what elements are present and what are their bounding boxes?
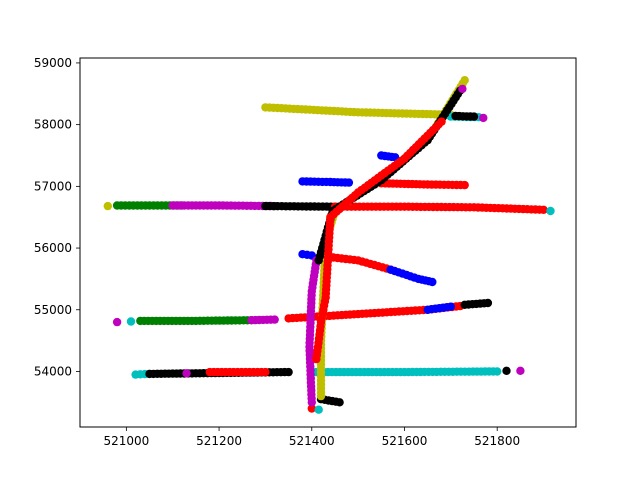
data-point xyxy=(458,84,467,94)
data-point xyxy=(516,366,525,375)
x-tick-label: 521200 xyxy=(196,434,242,448)
series-15 xyxy=(386,265,437,287)
data-point xyxy=(539,205,548,214)
data-point xyxy=(460,180,469,190)
data-point xyxy=(314,405,323,414)
series-16 xyxy=(112,317,122,327)
series-7 xyxy=(103,201,113,211)
series-22 xyxy=(460,298,493,309)
data-point xyxy=(284,367,293,377)
y-tick-label: 56000 xyxy=(34,241,72,255)
series-31 xyxy=(307,404,316,413)
data-point xyxy=(446,302,455,311)
series-18 xyxy=(136,316,256,326)
series-37 xyxy=(458,84,467,94)
y-axis: 54000 55000 56000 57000 58000 59000 xyxy=(34,56,80,378)
series-26 xyxy=(182,369,191,378)
x-axis: 521000 521200 521400 521600 521800 xyxy=(103,427,520,448)
axes-frame xyxy=(79,57,577,428)
data-point xyxy=(493,367,502,376)
y-tick-label: 59000 xyxy=(34,56,72,70)
data-point xyxy=(428,277,437,287)
series-12 xyxy=(546,206,555,216)
data-point xyxy=(546,206,555,216)
series-28 xyxy=(502,366,511,375)
y-tick-label: 55000 xyxy=(34,303,72,317)
data-point xyxy=(437,117,446,126)
series-36 xyxy=(312,117,446,364)
series-27 xyxy=(307,367,502,377)
series-10 xyxy=(261,201,340,211)
data-point xyxy=(307,404,316,413)
series-25 xyxy=(205,367,270,377)
series-2 xyxy=(451,111,479,121)
y-tick-label: 58000 xyxy=(34,118,72,132)
x-tick-label: 521600 xyxy=(382,434,428,448)
data-point xyxy=(112,317,122,327)
y-tick-label: 54000 xyxy=(34,364,72,378)
series-29 xyxy=(516,366,525,375)
data-point xyxy=(335,398,344,407)
series-5 xyxy=(298,177,354,187)
data-point xyxy=(103,201,113,211)
series-19 xyxy=(247,315,279,325)
x-tick-label: 521800 xyxy=(474,434,520,448)
data-point xyxy=(270,315,279,324)
series-0 xyxy=(261,103,455,120)
data-point xyxy=(460,76,469,85)
data-point xyxy=(261,367,270,377)
data-point xyxy=(126,317,136,326)
series-8 xyxy=(112,201,187,210)
series-3 xyxy=(479,113,488,123)
series-17 xyxy=(126,317,136,326)
plot-area xyxy=(103,76,555,414)
x-tick-label: 521400 xyxy=(289,434,335,448)
series-13 xyxy=(298,250,316,260)
series-21 xyxy=(423,302,455,314)
x-tick-label: 521000 xyxy=(103,434,149,448)
data-point xyxy=(479,113,488,123)
data-point xyxy=(483,298,493,308)
y-tick-label: 57000 xyxy=(34,179,72,193)
series-33 xyxy=(305,256,321,407)
data-point xyxy=(344,178,354,187)
data-point xyxy=(182,369,191,378)
series-4 xyxy=(377,151,400,162)
series-32 xyxy=(314,405,323,414)
data-point xyxy=(469,112,479,121)
data-point xyxy=(502,366,511,375)
series-30 xyxy=(316,395,344,407)
